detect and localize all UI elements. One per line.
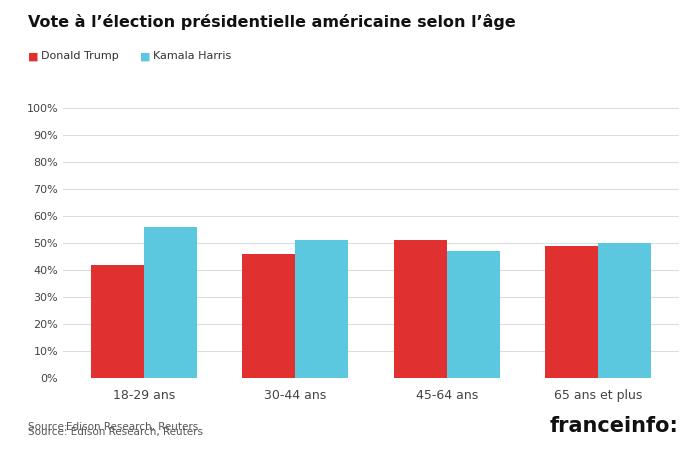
- Bar: [242, 254, 295, 378]
- Text: Source:: Source:: [28, 422, 71, 432]
- Text: Source: Edison Research, Reuters: Source: Edison Research, Reuters: [28, 427, 203, 437]
- Bar: [144, 227, 197, 378]
- Text: ■: ■: [140, 51, 150, 61]
- Bar: [545, 246, 598, 378]
- Bar: [295, 240, 349, 378]
- Bar: [598, 243, 651, 378]
- Bar: [91, 265, 144, 378]
- Text: franceinfo:: franceinfo:: [550, 417, 679, 436]
- Bar: [393, 240, 447, 378]
- Text: Vote à l’élection présidentielle américaine selon l’âge: Vote à l’élection présidentielle américa…: [28, 14, 516, 30]
- Text: ■: ■: [28, 51, 38, 61]
- Text: Edison Research, Reuters: Edison Research, Reuters: [66, 422, 199, 432]
- Text: Kamala Harris: Kamala Harris: [153, 51, 231, 61]
- Text: Donald Trump: Donald Trump: [41, 51, 118, 61]
- Bar: [447, 251, 500, 378]
